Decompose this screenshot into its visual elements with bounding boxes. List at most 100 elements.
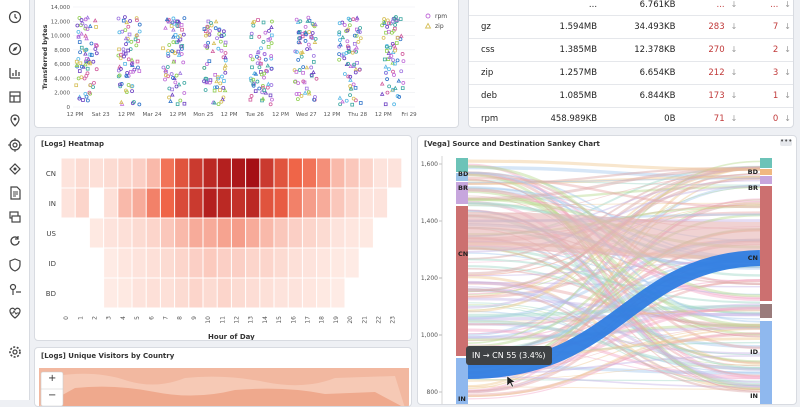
heatmap-cell[interactable] [374,189,387,218]
heatmap-cell[interactable] [218,159,231,188]
heatmap-cell[interactable] [133,279,146,308]
heatmap-cell[interactable] [331,219,344,248]
heatmap-cell[interactable] [260,249,273,278]
heatmap-cell[interactable] [118,279,131,308]
sankey-target-node[interactable] [760,158,772,168]
heatmap-cell[interactable] [147,189,160,218]
heatmap-cell[interactable] [331,189,344,218]
heatmap-cell[interactable] [360,189,373,218]
heatmap-cell[interactable] [90,219,103,248]
heatmap-cell[interactable] [360,219,373,248]
heatmap-cell[interactable] [317,279,330,308]
heatmap-cell[interactable] [260,279,273,308]
heatmap-cell[interactable] [317,219,330,248]
heatmap-cell[interactable] [118,189,131,218]
heatmap-cell[interactable] [289,279,302,308]
heatmap-cell[interactable] [76,189,89,218]
sankey-target-node[interactable] [760,186,772,301]
heatmap-cell[interactable] [218,189,231,218]
heatmap-cell[interactable] [175,279,188,308]
heatmap-cell[interactable] [232,249,245,278]
heatmap-cell[interactable] [90,159,103,188]
heatmap-cell[interactable] [133,189,146,218]
heatmap-cell[interactable] [104,159,117,188]
heatmap-cell[interactable] [246,219,259,248]
heatmap-cell[interactable] [133,249,146,278]
heatmap-cell[interactable] [317,189,330,218]
heatmap-cell[interactable] [275,219,288,248]
heatmap-cell[interactable] [346,159,359,188]
heatmap-cell[interactable] [246,249,259,278]
heatmap-cell[interactable] [118,249,131,278]
heatmap-cell[interactable] [147,159,160,188]
heatmap-cell[interactable] [161,249,174,278]
sankey-target-node[interactable] [760,304,772,318]
zoom-out-button[interactable]: − [48,390,56,401]
heatmap-cell[interactable] [260,159,273,188]
heatmap-cell[interactable] [289,219,302,248]
heatmap-cell[interactable] [189,249,202,278]
heatmap-cell[interactable] [331,249,344,278]
heart-monitor-icon[interactable] [8,306,22,320]
refresh-icon[interactable] [8,234,22,248]
heatmap-cell[interactable] [275,159,288,188]
heatmap-cell[interactable] [76,159,89,188]
heatmap-cell[interactable] [303,159,316,188]
heatmap-cell[interactable] [303,219,316,248]
heatmap-cell[interactable] [118,219,131,248]
heatmap-cell[interactable] [289,159,302,188]
heatmap-cell[interactable] [346,249,359,278]
heatmap-cell[interactable] [289,249,302,278]
app-icon[interactable] [8,162,22,176]
heatmap-cell[interactable] [133,159,146,188]
heatmap-cell[interactable] [104,189,117,218]
heatmap-cell[interactable] [175,189,188,218]
heatmap-cell[interactable] [189,189,202,218]
gear-icon[interactable] [8,345,22,359]
heatmap-cell[interactable] [189,279,202,308]
heatmap-cell[interactable] [289,189,302,218]
heatmap-cell[interactable] [147,279,160,308]
heatmap-cell[interactable] [204,249,217,278]
compass-icon[interactable] [8,42,22,56]
heatmap-cell[interactable] [331,279,344,308]
heatmap-cell[interactable] [246,279,259,308]
heatmap-cell[interactable] [275,189,288,218]
heatmap-cell[interactable] [204,189,217,218]
heatmap-cell[interactable] [388,159,401,188]
heatmap-cell[interactable] [218,279,231,308]
clock-icon[interactable] [8,10,22,24]
heatmap-cell[interactable] [104,249,117,278]
heatmap-cell[interactable] [303,249,316,278]
heatmap-cell[interactable] [175,159,188,188]
heatmap-cell[interactable] [275,249,288,278]
bar-chart-icon[interactable] [8,66,22,80]
heatmap-cell[interactable] [360,159,373,188]
heatmap-cell[interactable] [161,219,174,248]
heatmap-cell[interactable] [104,279,117,308]
dashboard-icon[interactable] [8,90,22,104]
heatmap-cell[interactable] [175,249,188,278]
heatmap-cell[interactable] [161,279,174,308]
heatmap-cell[interactable] [175,219,188,248]
heatmap-cell[interactable] [104,219,117,248]
heatmap-cell[interactable] [189,219,202,248]
sankey-source-node[interactable] [456,206,468,356]
heatmap-cell[interactable] [161,159,174,188]
heatmap-cell[interactable] [204,279,217,308]
map-pin-icon[interactable] [8,114,22,128]
heatmap-cell[interactable] [232,279,245,308]
sankey-target-node[interactable] [760,176,772,184]
heatmap-cell[interactable] [232,159,245,188]
heatmap-cell[interactable] [218,219,231,248]
heatmap-cell[interactable] [147,249,160,278]
health-icon[interactable] [8,282,22,296]
heatmap-cell[interactable] [303,189,316,218]
heatmap-cell[interactable] [133,219,146,248]
heatmap-cell[interactable] [118,159,131,188]
heatmap-cell[interactable] [147,219,160,248]
heatmap-cell[interactable] [204,159,217,188]
heatmap-cell[interactable] [317,249,330,278]
heatmap-cell[interactable] [62,189,75,218]
heatmap-cell[interactable] [246,189,259,218]
